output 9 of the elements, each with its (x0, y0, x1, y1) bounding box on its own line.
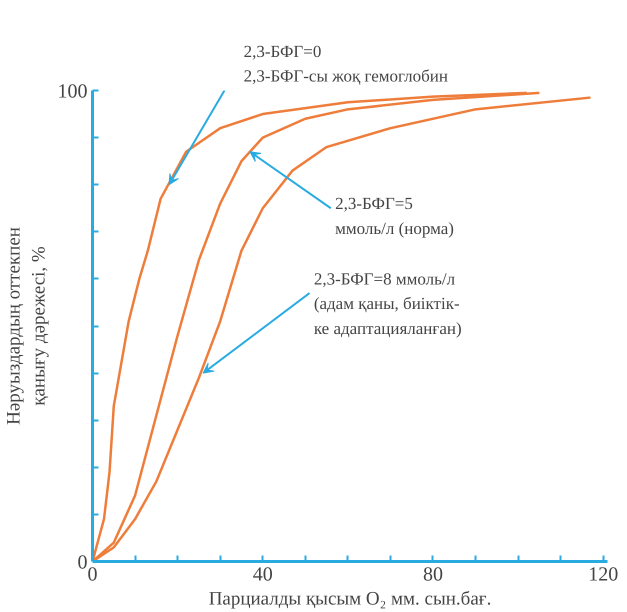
x-tick-label: 120 (588, 564, 618, 586)
annotation: 2,3-БФГ=0 2,3-БФГ-сы жоқ гемоглобин (244, 42, 448, 86)
y-tick-label: 100 (58, 80, 88, 102)
x-tick-label: 80 (422, 564, 443, 586)
x-tick-label: 40 (252, 564, 273, 586)
y-axis-title: Нәруыздардың оттекпен қанығу дәрежесі, % (3, 227, 50, 425)
annotation: 2,3-БФГ=8 ммоль/л (адам қаны, биіктік- ке адаптацияланған) (314, 269, 462, 338)
annotation: 2,3-БФГ=5 ммоль/л (норма) (335, 194, 454, 238)
x-axis-title: Парциалды қысым O₂ мм. сын.бағ. (208, 588, 492, 610)
